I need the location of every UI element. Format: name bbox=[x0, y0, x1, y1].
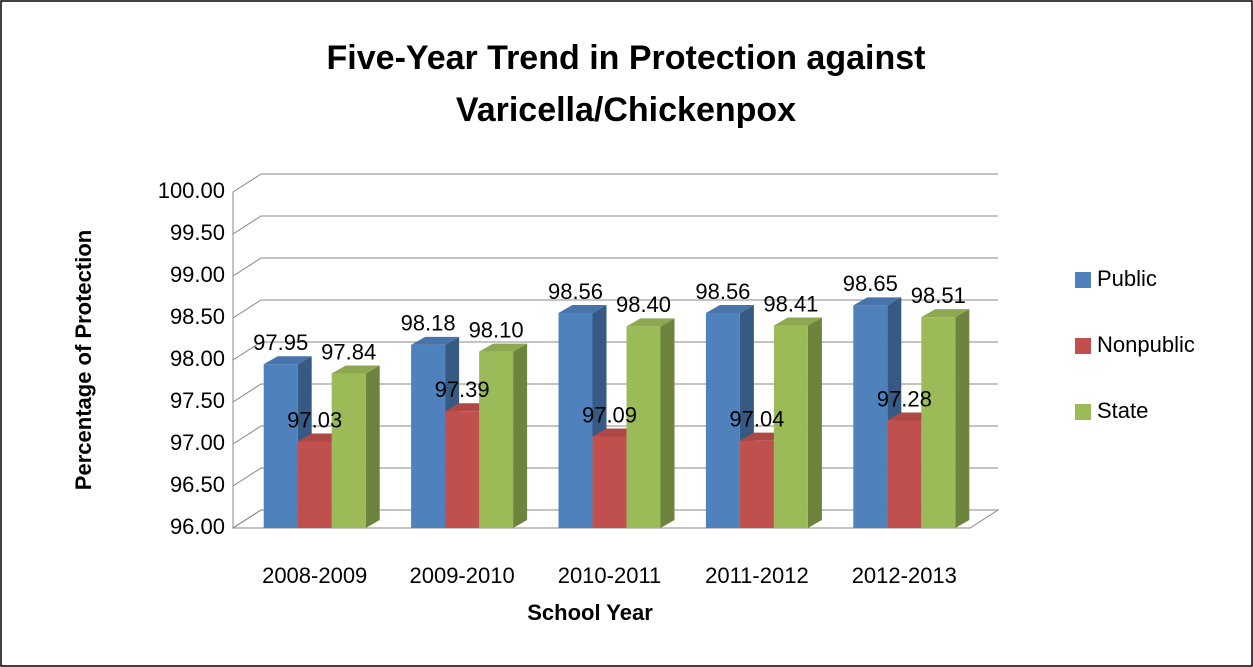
x-tick-label: 2012-2013 bbox=[852, 563, 957, 588]
bar-top bbox=[921, 309, 970, 318]
y-tick-label: 100.00 bbox=[158, 178, 225, 203]
data-label: 98.56 bbox=[548, 279, 603, 304]
data-label: 97.03 bbox=[287, 407, 342, 432]
y-axis-title: Percentage of Protection bbox=[71, 230, 96, 490]
bar-top bbox=[626, 318, 675, 327]
bar-front bbox=[411, 344, 446, 528]
x-axis-title: School Year bbox=[527, 600, 653, 625]
data-label: 98.41 bbox=[763, 291, 818, 316]
data-label: 97.09 bbox=[582, 402, 637, 427]
chart-title: Varicella/Chickenpox bbox=[456, 91, 796, 129]
data-label: 98.56 bbox=[695, 279, 750, 304]
data-label: 98.18 bbox=[401, 311, 456, 336]
grid-line bbox=[232, 299, 998, 319]
bar-front bbox=[263, 364, 298, 528]
data-label: 98.10 bbox=[469, 317, 524, 342]
bar-front bbox=[626, 326, 661, 528]
bar-front bbox=[705, 312, 740, 528]
bar-top bbox=[705, 304, 754, 313]
bar-front bbox=[297, 441, 332, 528]
bar-side bbox=[660, 318, 675, 528]
chart-title: Five-Year Trend in Protection against bbox=[327, 39, 926, 77]
y-tick-label: 97.50 bbox=[170, 388, 225, 413]
data-label: 97.95 bbox=[253, 330, 308, 355]
y-tick-label: 96.00 bbox=[170, 514, 225, 539]
bar-front bbox=[773, 325, 808, 528]
bar bbox=[331, 365, 380, 528]
bar-front bbox=[853, 305, 888, 528]
bar-front bbox=[558, 312, 593, 528]
bar-top bbox=[853, 297, 902, 306]
x-tick-label: 2010-2011 bbox=[558, 563, 662, 588]
data-label: 97.04 bbox=[729, 406, 784, 431]
legend-swatch bbox=[1075, 404, 1091, 420]
bar bbox=[479, 343, 528, 528]
bar-front bbox=[921, 317, 956, 528]
legend-label: Public bbox=[1097, 266, 1157, 291]
bar-front bbox=[887, 420, 922, 528]
y-tick-label: 96.50 bbox=[170, 472, 225, 497]
bar-top bbox=[263, 356, 312, 365]
bar-side bbox=[955, 309, 970, 528]
y-tick-label: 99.50 bbox=[170, 220, 225, 245]
bar bbox=[773, 317, 822, 528]
grid-line bbox=[232, 173, 998, 193]
y-tick-label: 97.00 bbox=[170, 430, 225, 455]
x-tick-label: 2008-2009 bbox=[262, 563, 367, 588]
bar-side bbox=[807, 317, 822, 528]
bar-front bbox=[479, 351, 514, 528]
y-tick-label: 98.00 bbox=[170, 346, 225, 371]
bar-side bbox=[365, 365, 380, 528]
bar-front bbox=[739, 440, 774, 528]
bar-front bbox=[445, 411, 480, 528]
legend-label: State bbox=[1097, 398, 1148, 423]
x-tick-label: 2009-2010 bbox=[409, 563, 514, 588]
x-tick-label: 2011-2012 bbox=[705, 563, 809, 588]
legend-label: Nonpublic bbox=[1097, 332, 1195, 357]
data-label: 97.28 bbox=[877, 386, 932, 411]
bar-top bbox=[479, 343, 528, 352]
bar bbox=[921, 309, 970, 528]
grid-line bbox=[232, 257, 998, 277]
bar-top bbox=[558, 304, 607, 313]
legend-swatch bbox=[1075, 272, 1091, 288]
data-label: 97.84 bbox=[321, 339, 376, 364]
data-label: 98.65 bbox=[843, 271, 898, 296]
bar bbox=[705, 304, 754, 528]
bar-side bbox=[513, 343, 528, 528]
data-label: 97.39 bbox=[435, 377, 490, 402]
y-tick-label: 99.00 bbox=[170, 262, 225, 287]
data-label: 98.51 bbox=[911, 283, 966, 308]
bar-front bbox=[331, 373, 366, 528]
y-tick-label: 98.50 bbox=[170, 304, 225, 329]
data-label: 98.40 bbox=[616, 292, 671, 317]
grid-line bbox=[232, 215, 998, 235]
bar-top bbox=[331, 365, 380, 374]
bar-front bbox=[592, 436, 627, 528]
bar bbox=[626, 318, 675, 528]
bar-top bbox=[411, 336, 460, 345]
bar-top bbox=[773, 317, 822, 326]
legend-swatch bbox=[1075, 338, 1091, 354]
